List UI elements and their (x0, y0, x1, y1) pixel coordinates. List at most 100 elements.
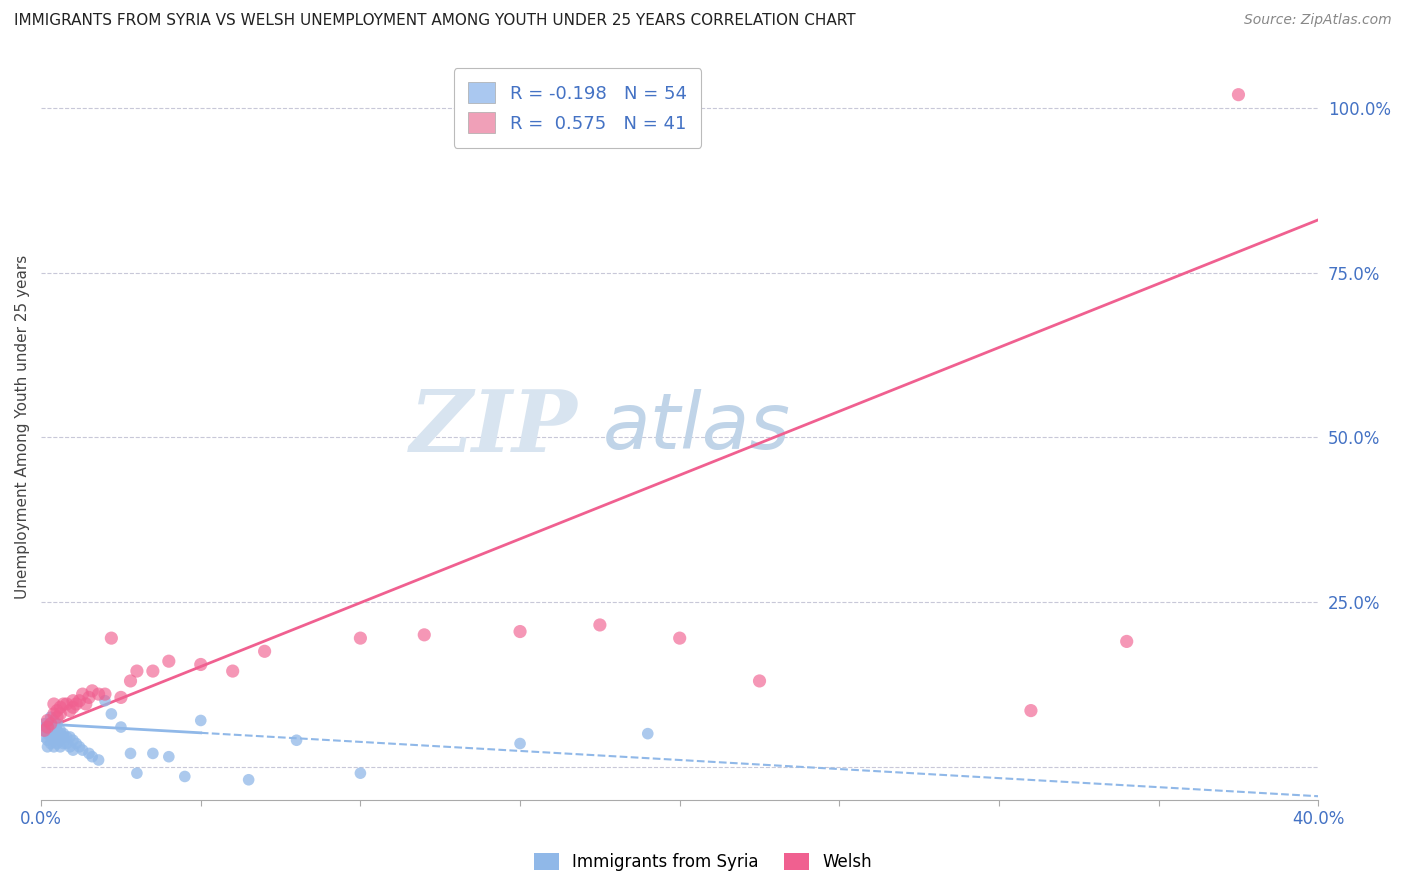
Point (52, 737, 75, 751)
Point (49, 739, 72, 754)
Point (42, 706, 65, 721)
Point (94, 687, 117, 701)
Point (37, 733, 59, 747)
Point (748, 673, 770, 688)
Point (42, 697, 65, 711)
Point (1115, 634, 1137, 648)
Point (77, 747, 100, 761)
Point (37, 720, 59, 734)
Point (49, 723, 72, 738)
Point (37, 739, 59, 754)
Point (39, 710, 62, 724)
Point (142, 747, 165, 761)
Point (39, 716, 62, 731)
Point (42, 733, 65, 747)
Point (59, 730, 82, 744)
Point (413, 628, 436, 642)
Point (52, 726, 75, 740)
Point (120, 747, 142, 761)
Point (62, 733, 84, 747)
Point (39, 730, 62, 744)
Y-axis label: Unemployment Among Youth under 25 years: Unemployment Among Youth under 25 years (15, 255, 30, 599)
Point (34, 716, 56, 731)
Point (173, 769, 195, 783)
Point (94, 694, 117, 708)
Point (253, 644, 276, 658)
Point (46, 716, 69, 731)
Point (37, 726, 59, 740)
Point (34, 730, 56, 744)
Point (509, 624, 531, 639)
Point (72, 687, 94, 701)
Point (67, 694, 90, 708)
Point (59, 739, 82, 754)
Legend: R = -0.198   N = 54, R =  0.575   N = 41: R = -0.198 N = 54, R = 0.575 N = 41 (454, 68, 702, 147)
Point (39, 716, 62, 731)
Point (34, 723, 56, 738)
Point (42, 739, 65, 754)
Point (589, 618, 612, 632)
Point (120, 673, 142, 688)
Text: Source: ZipAtlas.com: Source: ZipAtlas.com (1244, 13, 1392, 28)
Point (1019, 704, 1042, 718)
Point (82, 749, 104, 764)
Text: ZIP: ZIP (409, 385, 578, 469)
Point (62, 694, 84, 708)
Point (87, 687, 110, 701)
Point (62, 743, 84, 757)
Legend: Immigrants from Syria, Welsh: Immigrants from Syria, Welsh (526, 845, 880, 880)
Point (52, 697, 75, 711)
Point (87, 753, 110, 767)
Point (285, 733, 308, 747)
Point (238, 772, 260, 787)
Point (67, 739, 90, 754)
Point (39, 737, 62, 751)
Point (37, 720, 59, 734)
Point (42, 714, 65, 728)
Point (1227, 87, 1250, 102)
Point (49, 733, 72, 747)
Point (637, 726, 659, 740)
Point (34, 723, 56, 738)
Point (46, 737, 69, 751)
Point (39, 723, 62, 738)
Point (349, 766, 371, 780)
Point (157, 749, 180, 764)
Point (65, 737, 87, 751)
Point (46, 710, 69, 724)
Point (157, 654, 180, 668)
Point (82, 683, 104, 698)
Point (125, 766, 148, 780)
Point (125, 664, 148, 678)
Point (52, 730, 75, 744)
Point (668, 631, 690, 645)
Point (221, 664, 243, 678)
Text: IMMIGRANTS FROM SYRIA VS WELSH UNEMPLOYMENT AMONG YOUTH UNDER 25 YEARS CORRELATI: IMMIGRANTS FROM SYRIA VS WELSH UNEMPLOYM… (14, 13, 856, 29)
Point (100, 706, 122, 721)
Point (62, 700, 84, 714)
Point (75, 697, 97, 711)
Point (49, 706, 72, 721)
Point (142, 664, 165, 678)
Point (46, 723, 69, 738)
Point (349, 631, 371, 645)
Point (509, 737, 531, 751)
Point (46, 730, 69, 744)
Point (42, 726, 65, 740)
Point (46, 704, 69, 718)
Point (37, 714, 59, 728)
Point (55, 737, 77, 751)
Point (190, 657, 212, 672)
Point (49, 700, 72, 714)
Point (72, 743, 94, 757)
Point (65, 697, 87, 711)
Text: atlas: atlas (603, 389, 792, 466)
Point (77, 690, 100, 705)
Point (190, 714, 212, 728)
Point (110, 690, 132, 705)
Point (49, 726, 72, 740)
Point (55, 697, 77, 711)
Point (55, 730, 77, 744)
Point (110, 720, 132, 734)
Point (59, 704, 82, 718)
